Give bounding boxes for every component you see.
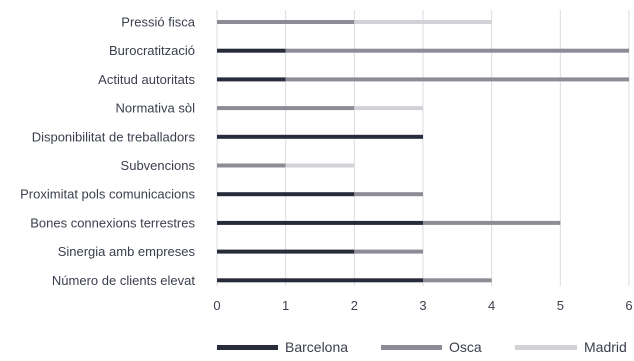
- bar-segment: [423, 220, 561, 225]
- legend-swatch: [217, 345, 278, 350]
- category-label: Normativa sòl: [116, 101, 196, 116]
- bar-segment: [217, 249, 355, 254]
- x-axis-ticks: 0 1 2 3 4 5 6: [213, 298, 632, 313]
- bar-segment: [217, 278, 423, 283]
- bar-segment: [354, 20, 492, 24]
- legend: Barcelona Osca Madrid: [217, 339, 627, 355]
- category-label: Burocratització: [109, 43, 195, 58]
- legend-label: Osca: [449, 339, 482, 355]
- x-tick-label: 2: [351, 298, 358, 313]
- x-tick-label: 5: [557, 298, 564, 313]
- bar-segment: [285, 48, 629, 53]
- bar-segment: [423, 278, 492, 283]
- bar-segment: [354, 249, 423, 254]
- bar-segment: [285, 77, 629, 82]
- bar-segment: [354, 192, 423, 197]
- bar-segment: [217, 48, 286, 53]
- bars: [217, 20, 629, 283]
- x-tick-label: 4: [488, 298, 495, 313]
- category-labels: Pressió fisca Burocratització Actitud auto…: [20, 15, 196, 288]
- legend-label: Madrid: [584, 339, 627, 355]
- category-label: Disponibilitat de treballadors: [32, 129, 196, 144]
- bar-segment: [285, 163, 355, 168]
- bar-segment: [217, 106, 355, 111]
- category-label: Actitud autoritats: [98, 72, 195, 87]
- category-label: Sinergia amb empreses: [58, 244, 196, 259]
- x-tick-label: 6: [625, 298, 632, 313]
- bar-segment: [354, 106, 423, 111]
- bar-segment: [217, 77, 286, 82]
- category-label: Subvencions: [121, 158, 196, 173]
- legend-swatch: [381, 345, 442, 350]
- x-tick-label: 1: [282, 298, 289, 313]
- category-label: Proximitat pols comunicacions: [20, 187, 195, 202]
- x-tick-label: 3: [419, 298, 426, 313]
- legend-swatch: [515, 345, 577, 350]
- category-label: Bones connexions terrestres: [30, 215, 195, 230]
- bar-segment: [217, 163, 286, 168]
- bar-segment: [217, 192, 355, 197]
- grid-lines: [216, 10, 630, 286]
- bar-segment: [217, 220, 423, 225]
- bar-segment: [217, 20, 355, 24]
- legend-label: Barcelona: [285, 339, 348, 355]
- bar-segment: [217, 134, 423, 139]
- x-tick-label: 0: [213, 298, 220, 313]
- category-label: Número de clients elevat: [52, 273, 195, 288]
- category-label: Pressió fisca: [121, 15, 195, 30]
